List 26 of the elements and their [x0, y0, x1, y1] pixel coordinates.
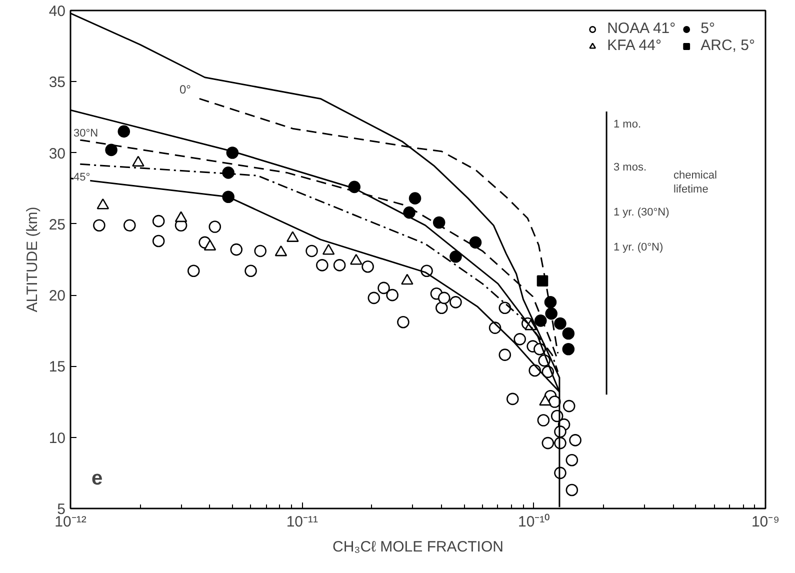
legend-label: NOAA 41° [607, 20, 676, 37]
annotation: 1 yr. (0°N) [614, 242, 664, 254]
annotation: 45° [74, 172, 90, 184]
legend-label: ARC, 5° [700, 37, 755, 54]
annotation: 1 mo. [614, 118, 642, 130]
y-tick-label: 40 [48, 3, 66, 20]
annotation: 3 mos. [614, 162, 647, 174]
y-tick-label: 30 [48, 145, 66, 162]
annotation: chemical lifetime [674, 169, 717, 196]
y-axis-title: ALTITUDE (km) [24, 206, 41, 312]
annotation: 0° [180, 82, 192, 96]
y-tick-label: 25 [48, 216, 66, 234]
y-tick-label: 15 [48, 358, 66, 376]
x-axis-title: CH₃Cℓ MOLE FRACTION [332, 538, 504, 556]
y-tick-label: 20 [48, 288, 66, 305]
legend-label: KFA 44° [607, 37, 662, 54]
x-tick-label: 10⁻¹² [54, 514, 86, 530]
x-tick-label: 10⁻¹¹ [286, 514, 318, 530]
annotation: 1 yr. (30°N) [614, 206, 670, 218]
legend-label: 5° [700, 20, 716, 37]
x-tick-label: 10⁻¹⁰ [518, 514, 550, 530]
annotation: e [92, 468, 103, 490]
y-tick-label: 35 [48, 74, 66, 92]
annotation: 30°N [74, 128, 98, 140]
x-tick-label: 10⁻⁹ [751, 514, 780, 530]
y-tick-label: 10 [48, 430, 66, 447]
